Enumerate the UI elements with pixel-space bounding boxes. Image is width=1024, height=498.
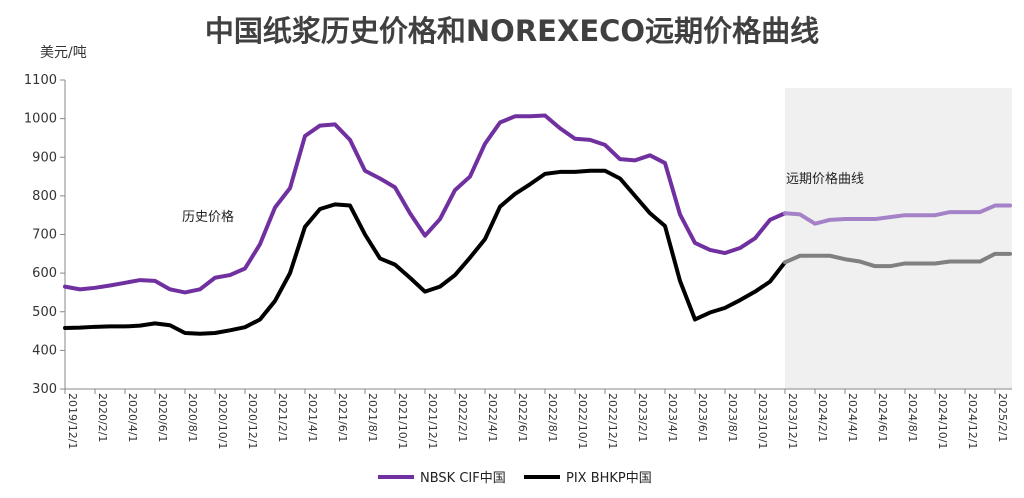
x-tick-label: 2024/6/1 xyxy=(876,393,889,442)
y-ticks: 300 400 500 600 700 800 900 1000 1100 xyxy=(24,73,65,397)
y-tick-label: 600 xyxy=(32,266,57,281)
legend: NBSK CIF中国 PIX BHKP中国 xyxy=(378,471,652,486)
y-tick-label: 500 xyxy=(32,305,57,320)
y-tick-label: 400 xyxy=(32,343,57,358)
x-tick-label: 2022/10/1 xyxy=(576,393,589,449)
y-tick-label: 900 xyxy=(32,150,57,165)
chart-title: 中国纸浆历史价格和NOREXECO远期价格曲线 xyxy=(204,14,820,48)
x-tick-label: 2024/10/1 xyxy=(936,393,949,449)
x-tick-label: 2025/2/1 xyxy=(996,393,1009,442)
x-tick-label: 2021/4/1 xyxy=(306,393,319,442)
x-tick-label: 2022/4/1 xyxy=(486,393,499,442)
y-tick-label: 700 xyxy=(32,228,57,243)
x-tick-label: 2024/2/1 xyxy=(816,393,829,442)
x-tick-label: 2024/12/1 xyxy=(966,393,979,449)
series-lines xyxy=(63,113,1012,336)
y-axis-unit-label: 美元/吨 xyxy=(40,45,87,61)
forward-region-background xyxy=(785,88,1012,389)
x-ticks: 2019/12/1 2020/2/1 2020/4/1 2020/6/1 2020/8/… xyxy=(64,389,1009,449)
x-tick-label: 2020/8/1 xyxy=(186,393,199,442)
y-tick-label: 1100 xyxy=(24,73,57,88)
series-line-1-historical xyxy=(63,168,787,336)
x-tick-label: 2021/12/1 xyxy=(426,393,439,449)
legend-label-pix: PIX BHKP中国 xyxy=(566,471,652,486)
x-tick-label: 2022/2/1 xyxy=(456,393,469,442)
x-tick-label: 2022/8/1 xyxy=(546,393,559,442)
x-tick-label: 2021/8/1 xyxy=(366,393,379,442)
y-tick-label: 300 xyxy=(32,382,57,397)
series-line-0-forward xyxy=(783,203,1012,226)
x-tick-label: 2024/4/1 xyxy=(846,393,859,442)
x-tick-label: 2023/4/1 xyxy=(666,393,679,442)
series-line-1-forward xyxy=(783,251,1012,269)
annotation-historical: 历史价格 xyxy=(182,209,234,225)
legend-label-nbsk: NBSK CIF中国 xyxy=(420,471,506,486)
x-tick-label: 2023/2/1 xyxy=(636,393,649,442)
x-tick-label: 2022/6/1 xyxy=(516,393,529,442)
x-tick-label: 2020/10/1 xyxy=(216,393,229,449)
x-tick-label: 2020/12/1 xyxy=(246,393,259,449)
x-tick-label: 2020/2/1 xyxy=(96,393,109,442)
x-tick-label: 2020/4/1 xyxy=(126,393,139,442)
x-tick-label: 2021/6/1 xyxy=(336,393,349,442)
x-tick-label: 2023/12/1 xyxy=(786,393,799,449)
series-line-0-historical xyxy=(63,113,787,295)
x-tick-label: 2021/10/1 xyxy=(396,393,409,449)
y-tick-label: 1000 xyxy=(24,112,57,127)
x-tick-label: 2023/8/1 xyxy=(726,393,739,442)
x-tick-label: 2024/8/1 xyxy=(906,393,919,442)
y-tick-label: 800 xyxy=(32,189,57,204)
x-tick-label: 2023/6/1 xyxy=(696,393,709,442)
x-tick-label: 2021/2/1 xyxy=(276,393,289,442)
x-tick-label: 2019/12/1 xyxy=(66,393,79,449)
x-tick-label: 2022/12/1 xyxy=(606,393,619,449)
x-tick-label: 2023/10/1 xyxy=(756,393,769,449)
annotation-forward: 远期价格曲线 xyxy=(786,171,864,187)
x-tick-label: 2020/6/1 xyxy=(156,393,169,442)
